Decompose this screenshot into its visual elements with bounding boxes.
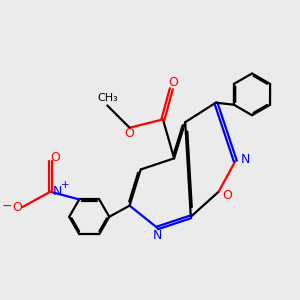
Text: N: N — [52, 185, 62, 198]
Text: O: O — [50, 151, 60, 164]
Text: O: O — [124, 128, 134, 140]
Text: N: N — [153, 229, 162, 242]
Text: CH₃: CH₃ — [97, 93, 118, 103]
Text: −: − — [2, 200, 12, 213]
Text: O: O — [222, 189, 232, 202]
Text: O: O — [13, 200, 22, 214]
Text: N: N — [240, 153, 250, 166]
Text: +: + — [61, 180, 70, 190]
Text: O: O — [168, 76, 178, 89]
